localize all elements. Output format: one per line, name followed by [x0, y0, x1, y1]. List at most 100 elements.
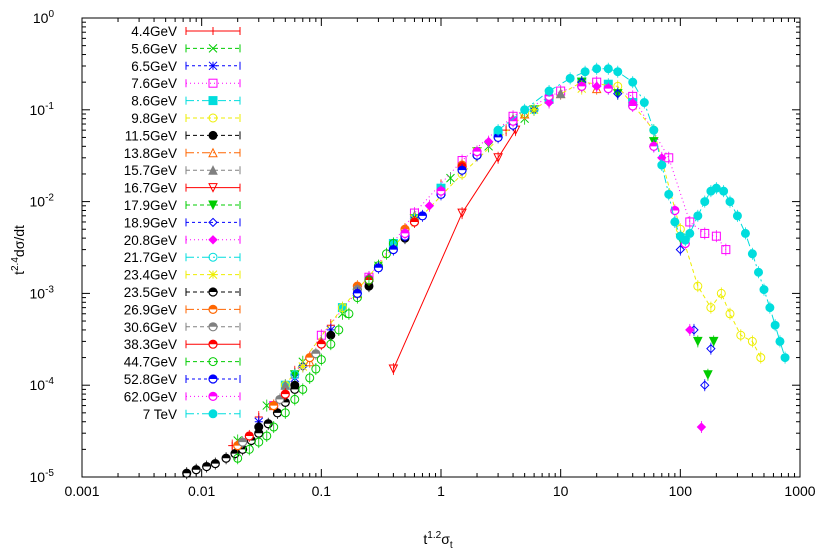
legend-label: 9.8GeV [131, 111, 177, 126]
data-point [520, 105, 530, 115]
legend-entry: 18.9GeV [124, 215, 241, 230]
data-point [244, 444, 254, 454]
data-point [262, 431, 272, 441]
data-point [780, 353, 790, 363]
data-point [657, 160, 667, 170]
data-point [725, 309, 735, 319]
series-30.6gev [238, 118, 518, 449]
data-point [700, 380, 710, 390]
legend-label: 23.5GeV [124, 285, 177, 300]
legend-marker [208, 130, 218, 140]
x-tick-label: 0.01 [188, 483, 215, 499]
data-point [400, 229, 409, 234]
data-point [326, 339, 336, 349]
data-point [721, 245, 731, 255]
y-tick-label: 100 [33, 9, 55, 26]
legend-label: 13.8GeV [124, 146, 177, 161]
legend-marker [209, 27, 217, 35]
data-point [670, 217, 680, 227]
x-tick-label: 1000 [784, 483, 815, 499]
x-tick-label: 100 [669, 483, 693, 499]
data-point [418, 211, 427, 216]
y-tick-label: 10-4 [30, 376, 55, 393]
data-point [775, 336, 785, 346]
data-point [740, 228, 750, 238]
data-point [280, 408, 290, 418]
legend-label: 8.6GeV [131, 94, 177, 109]
data-point [747, 336, 757, 346]
data-point [711, 231, 721, 241]
data-point [344, 309, 354, 319]
data-point [756, 353, 766, 363]
data-point [649, 142, 658, 147]
data-point [703, 370, 713, 380]
legend-entry: 23.4GeV [124, 268, 241, 283]
series-23.4gev [298, 82, 587, 373]
legend-marker [208, 61, 218, 71]
legend-entry: 21.7GeV [124, 250, 241, 265]
data-point [400, 225, 409, 230]
series-62.0gev [400, 80, 690, 250]
data-point [334, 325, 344, 335]
data-point [649, 125, 659, 135]
data-point [298, 384, 308, 394]
legend-entry: 9.8GeV [131, 111, 241, 126]
data-point [457, 208, 467, 219]
data-point [639, 98, 649, 108]
data-point [577, 82, 586, 87]
y-tick-label: 10-2 [30, 193, 55, 210]
data-point [316, 355, 326, 365]
legend-label: 7.6GeV [131, 76, 177, 91]
data-point [493, 153, 503, 163]
data-point [290, 394, 300, 404]
data-point [732, 211, 742, 221]
legend-entry: 52.8GeV [124, 372, 241, 387]
data-point [519, 108, 530, 119]
data-point [446, 173, 455, 183]
data-point [700, 228, 710, 238]
legend-label: 23.4GeV [124, 268, 177, 283]
plot-frame [81, 17, 801, 478]
data-point [483, 136, 494, 147]
legend-label: 15.7GeV [124, 163, 177, 178]
data-point [765, 303, 775, 313]
legend-marker [208, 113, 218, 123]
data-point [685, 228, 695, 238]
legend-entry: 7 TeV [143, 407, 241, 422]
data-point [211, 459, 220, 464]
series-52.8gev [352, 119, 518, 300]
data-point [603, 64, 613, 74]
data-point [736, 330, 746, 340]
series-20.8gev [305, 80, 707, 434]
data-point [613, 88, 623, 99]
data-point [580, 67, 590, 77]
data-point [664, 189, 674, 199]
data-point [424, 201, 435, 211]
data-point [388, 364, 399, 375]
legend-label: 20.8GeV [124, 233, 177, 248]
series-line [392, 129, 517, 370]
series-13.8gev [268, 82, 602, 412]
x-tick-label: 1 [437, 483, 445, 499]
legend-marker [208, 183, 218, 193]
series-7-tev [493, 62, 790, 364]
legend-marker [208, 409, 218, 419]
data-point [693, 211, 703, 221]
data-point [725, 197, 735, 207]
data-point [628, 77, 638, 87]
data-point [326, 330, 336, 340]
legend-marker [209, 340, 217, 345]
data-point [770, 320, 780, 330]
data-point [473, 147, 482, 152]
legend-label: 62.0GeV [124, 389, 177, 404]
data-point [696, 422, 707, 432]
legend-label: 26.9GeV [124, 302, 177, 317]
data-point [254, 429, 263, 434]
legend-marker [209, 392, 217, 397]
data-point [264, 419, 273, 424]
data-point [685, 325, 695, 335]
legend-marker [208, 270, 218, 279]
axes: 0.001 0.01 0.1 1 10 100 1000 100 10-1 10-2 10-3 10-… [30, 9, 816, 499]
legend-label: 17.9GeV [124, 198, 177, 213]
